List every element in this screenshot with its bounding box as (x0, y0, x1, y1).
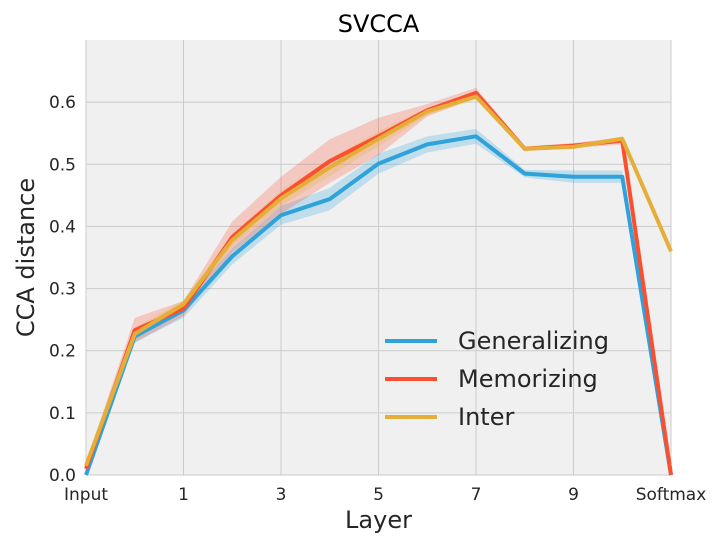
legend-label-inter: Inter (458, 403, 514, 431)
x-tick-label: 5 (373, 485, 384, 505)
legend-label-memorizing: Memorizing (458, 365, 598, 393)
x-axis-label: Layer (345, 506, 412, 534)
legend: Generalizing Memorizing Inter (385, 327, 609, 431)
y-tick-label: 0.5 (49, 155, 76, 175)
y-tick-label: 0.2 (49, 342, 76, 362)
y-tick-label: 0.3 (49, 280, 76, 300)
y-tick-label: 0.0 (49, 466, 76, 486)
chart-title: SVCCA (338, 10, 420, 38)
x-tick-label: 3 (276, 485, 287, 505)
x-axis-ticks: Input 1 3 5 7 9 Softmax (64, 485, 706, 505)
x-tick-label: 9 (568, 485, 579, 505)
x-tick-label: Softmax (636, 485, 707, 505)
y-axis-label: CCA distance (12, 178, 40, 337)
x-tick-label: Input (64, 485, 108, 505)
grid (85, 40, 672, 476)
y-tick-label: 0.1 (49, 404, 76, 424)
series-lines (84, 90, 673, 476)
x-tick-label: 7 (471, 485, 482, 505)
y-tick-label: 0.4 (49, 217, 76, 237)
x-tick-label: 1 (178, 485, 189, 505)
y-tick-label: 0.6 (49, 93, 76, 113)
series-line-inter (84, 94, 673, 467)
y-axis-ticks: 0.0 0.1 0.2 0.3 0.4 0.5 0.6 (49, 93, 76, 486)
legend-label-generalizing: Generalizing (458, 327, 609, 355)
